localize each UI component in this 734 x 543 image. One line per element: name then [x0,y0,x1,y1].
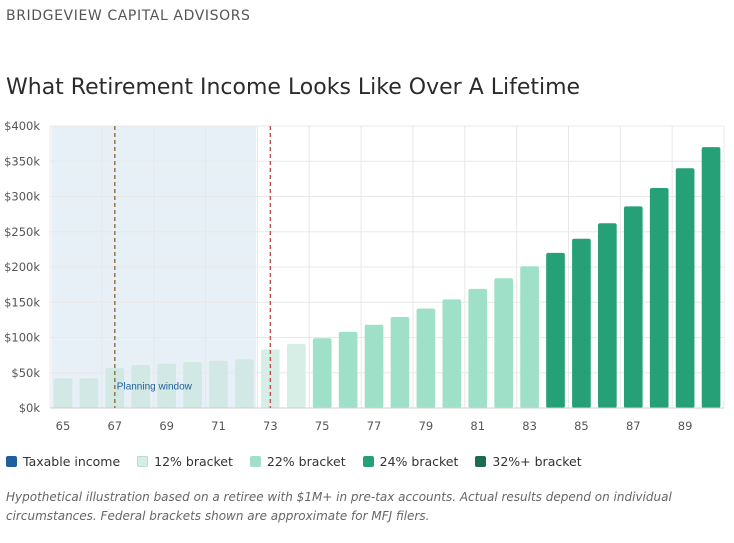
bar-age-81 [468,288,488,408]
bar-age-71 [209,360,228,408]
bar-age-69 [157,363,176,408]
x-tick-label: 83 [522,419,537,433]
x-tick-label: 73 [263,419,278,433]
legend-label-22: 22% bracket [266,454,346,469]
y-tick-label: $250k [4,225,40,239]
brand-name: BRIDGEVIEW CAPITAL ADVISORS [6,8,251,24]
bar-age-79 [416,308,436,408]
y-tick-label: $150k [4,295,40,309]
footnote: Hypothetical illustration based on a ret… [6,490,672,523]
x-tick-label: 75 [315,419,330,433]
x-tick-label: 69 [159,419,174,433]
legend-item-12[interactable]: 12% bracket [137,454,233,469]
bar-age-74 [286,343,306,408]
bar-age-75 [312,338,332,408]
y-tick-label: $350k [4,154,40,168]
legend-item-22[interactable]: 22% bracket [249,454,346,469]
bar-age-68 [131,364,151,408]
bar-age-85 [572,238,591,408]
bar-age-70 [183,362,202,408]
planning-window-label: Planning window [117,382,193,393]
bar-age-87 [623,206,643,408]
bar-age-77 [364,324,384,408]
bar-age-82 [494,278,513,408]
y-tick-label: $0k [19,401,41,415]
x-tick-label: 77 [367,419,382,433]
x-tick-label: 65 [56,419,71,433]
legend-swatch-22 [249,456,261,467]
bar-age-66 [79,378,99,408]
y-tick-label: $200k [4,260,40,274]
bar-age-72 [235,359,254,408]
legend-swatch-12 [137,456,149,467]
bar-age-88 [649,188,669,408]
bar-age-84 [546,252,565,408]
retirement-income-chart: $0k $50k $100k $150k $200k $250k $300k $350k $40… [4,119,725,433]
bar-age-83 [520,266,539,408]
legend-item-32[interactable]: 32%+ bracket [475,454,582,469]
bar-age-86 [598,223,617,408]
legend-item-taxable[interactable]: Taxable income [6,454,120,469]
x-tick-label: 89 [678,419,693,433]
bar-age-89 [675,168,695,408]
bar-age-78 [390,317,410,408]
legend-swatch-24 [362,456,374,467]
bar-age-80 [442,299,462,408]
bar-age-90 [701,147,721,408]
chart-title: What Retirement Income Looks Like Over A… [6,74,581,100]
legend-swatch-taxable [6,456,17,467]
x-tick-label: 79 [419,419,434,433]
x-tick-label: 71 [211,419,226,433]
x-tick-label: 67 [107,419,122,433]
legend-swatch-32 [475,456,487,467]
y-tick-label: $400k [4,119,40,133]
legend-label-12: 12% bracket [154,454,233,469]
x-tick-label: 85 [574,419,589,433]
y-tick-label: $300k [4,190,40,204]
legend-label-32: 32%+ bracket [492,454,582,469]
chart-legend: Taxable income 12% bracket 22% bracket 2… [6,454,599,469]
legend-item-24[interactable]: 24% bracket [362,454,459,469]
bar-age-65 [53,378,73,408]
bar-age-76 [338,331,358,408]
y-tick-label: $100k [4,331,40,345]
x-tick-label: 87 [626,419,641,433]
x-tick-label: 81 [470,419,485,433]
y-tick-label: $50k [11,366,40,380]
legend-label-24: 24% bracket [379,454,459,469]
legend-label-taxable: Taxable income [23,454,121,469]
